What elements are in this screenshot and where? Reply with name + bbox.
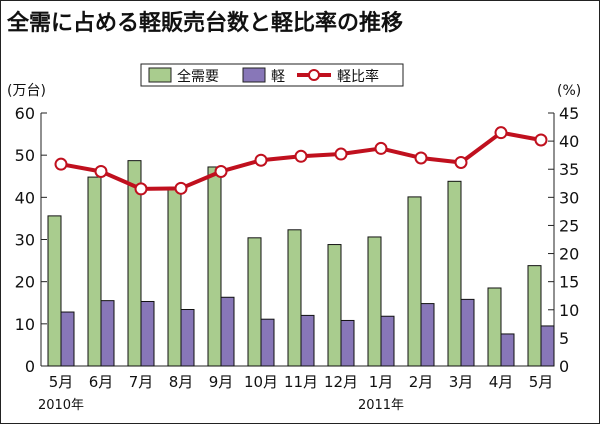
ratio-point — [294, 149, 308, 163]
ratio-point — [254, 153, 268, 167]
ratio-point — [374, 141, 388, 155]
bar-total — [127, 160, 142, 367]
x-tick-label: 2月 — [409, 373, 434, 391]
bar-total — [287, 229, 302, 367]
x-tick-label: 9月 — [209, 373, 234, 391]
y2-tick-label: 25 — [559, 216, 579, 235]
y2-tick-label: 15 — [559, 273, 579, 292]
bar-kei — [100, 300, 115, 367]
bar-total — [447, 180, 462, 367]
y2-tick-label: 40 — [559, 132, 579, 151]
bar-total — [247, 237, 262, 367]
ratio-point — [54, 157, 68, 171]
x-tick-label: 12月 — [324, 373, 358, 391]
y2-tick-label: 0 — [559, 357, 569, 376]
x-tick-label: 11月 — [284, 373, 318, 391]
ratio-point — [334, 147, 348, 161]
y-axis-label: (万台) — [7, 83, 46, 99]
bar-total — [207, 166, 222, 367]
bar-total — [487, 287, 502, 367]
ratio-point — [414, 151, 428, 165]
bar-kei — [420, 303, 435, 367]
bar-kei — [60, 311, 75, 367]
ratio-point — [174, 181, 188, 195]
bar-total — [327, 244, 342, 367]
y-tick-label: 10 — [15, 315, 35, 334]
y2-tick-label: 30 — [559, 188, 579, 207]
bar-kei — [340, 319, 355, 367]
bar-kei — [300, 314, 315, 367]
bar-kei — [180, 308, 195, 367]
ratio-point — [494, 126, 508, 140]
y2-tick-label: 10 — [559, 301, 579, 320]
legend-label-kei: 軽 — [271, 69, 285, 85]
y2-tick-label: 35 — [559, 160, 579, 179]
ratio-point — [534, 133, 548, 147]
x-tick-label: 7月 — [129, 373, 154, 391]
year-label: 2010年 — [38, 398, 84, 413]
ratio-point — [214, 164, 228, 178]
y-tick-label: 40 — [15, 188, 35, 207]
bar-total — [167, 188, 182, 367]
bar-total — [367, 236, 382, 367]
x-tick-label: 6月 — [89, 373, 114, 391]
bar-kei — [140, 300, 155, 367]
bar-kei — [220, 296, 235, 367]
y2-tick-label: 5 — [559, 329, 569, 348]
x-tick-label: 3月 — [449, 373, 474, 391]
bar-kei — [260, 318, 275, 367]
x-tick-label: 10月 — [244, 373, 278, 391]
legend-swatch-total — [148, 67, 172, 83]
bar-total — [407, 196, 422, 367]
x-tick-label: 4月 — [489, 373, 514, 391]
y-tick-label: 60 — [15, 104, 35, 123]
legend-box — [140, 63, 404, 87]
x-tick-label: 5月 — [529, 373, 554, 391]
chart-title: 全需に占める軽販売台数と軽比率の推移 — [7, 11, 404, 36]
bar-kei — [460, 298, 475, 367]
legend-swatch-kei — [242, 67, 266, 83]
bar-total — [87, 176, 102, 367]
ratio-point — [454, 155, 468, 169]
ratio-point — [134, 182, 148, 196]
x-tick-label: 8月 — [169, 373, 194, 391]
y2-axis-label: (%) — [557, 83, 581, 99]
bar-total — [47, 215, 62, 367]
y-tick-label: 50 — [15, 146, 35, 165]
y2-tick-label: 45 — [559, 104, 579, 123]
bar-kei — [380, 315, 395, 367]
y-tick-label: 30 — [15, 231, 35, 250]
legend-label-total: 全需要 — [177, 68, 219, 85]
y-tick-label: 20 — [15, 273, 35, 292]
y2-tick-label: 20 — [559, 245, 579, 264]
x-tick-label: 5月 — [49, 373, 74, 391]
bar-kei — [540, 325, 555, 367]
legend-marker-ratio — [308, 69, 320, 81]
x-tick-label: 1月 — [369, 373, 394, 391]
year-label: 2011年 — [358, 398, 404, 413]
y-tick-label: 0 — [25, 357, 35, 376]
ratio-point — [94, 164, 108, 178]
legend-label-ratio: 軽比率 — [337, 68, 379, 85]
bar-kei — [500, 333, 515, 367]
bar-total — [527, 265, 542, 367]
